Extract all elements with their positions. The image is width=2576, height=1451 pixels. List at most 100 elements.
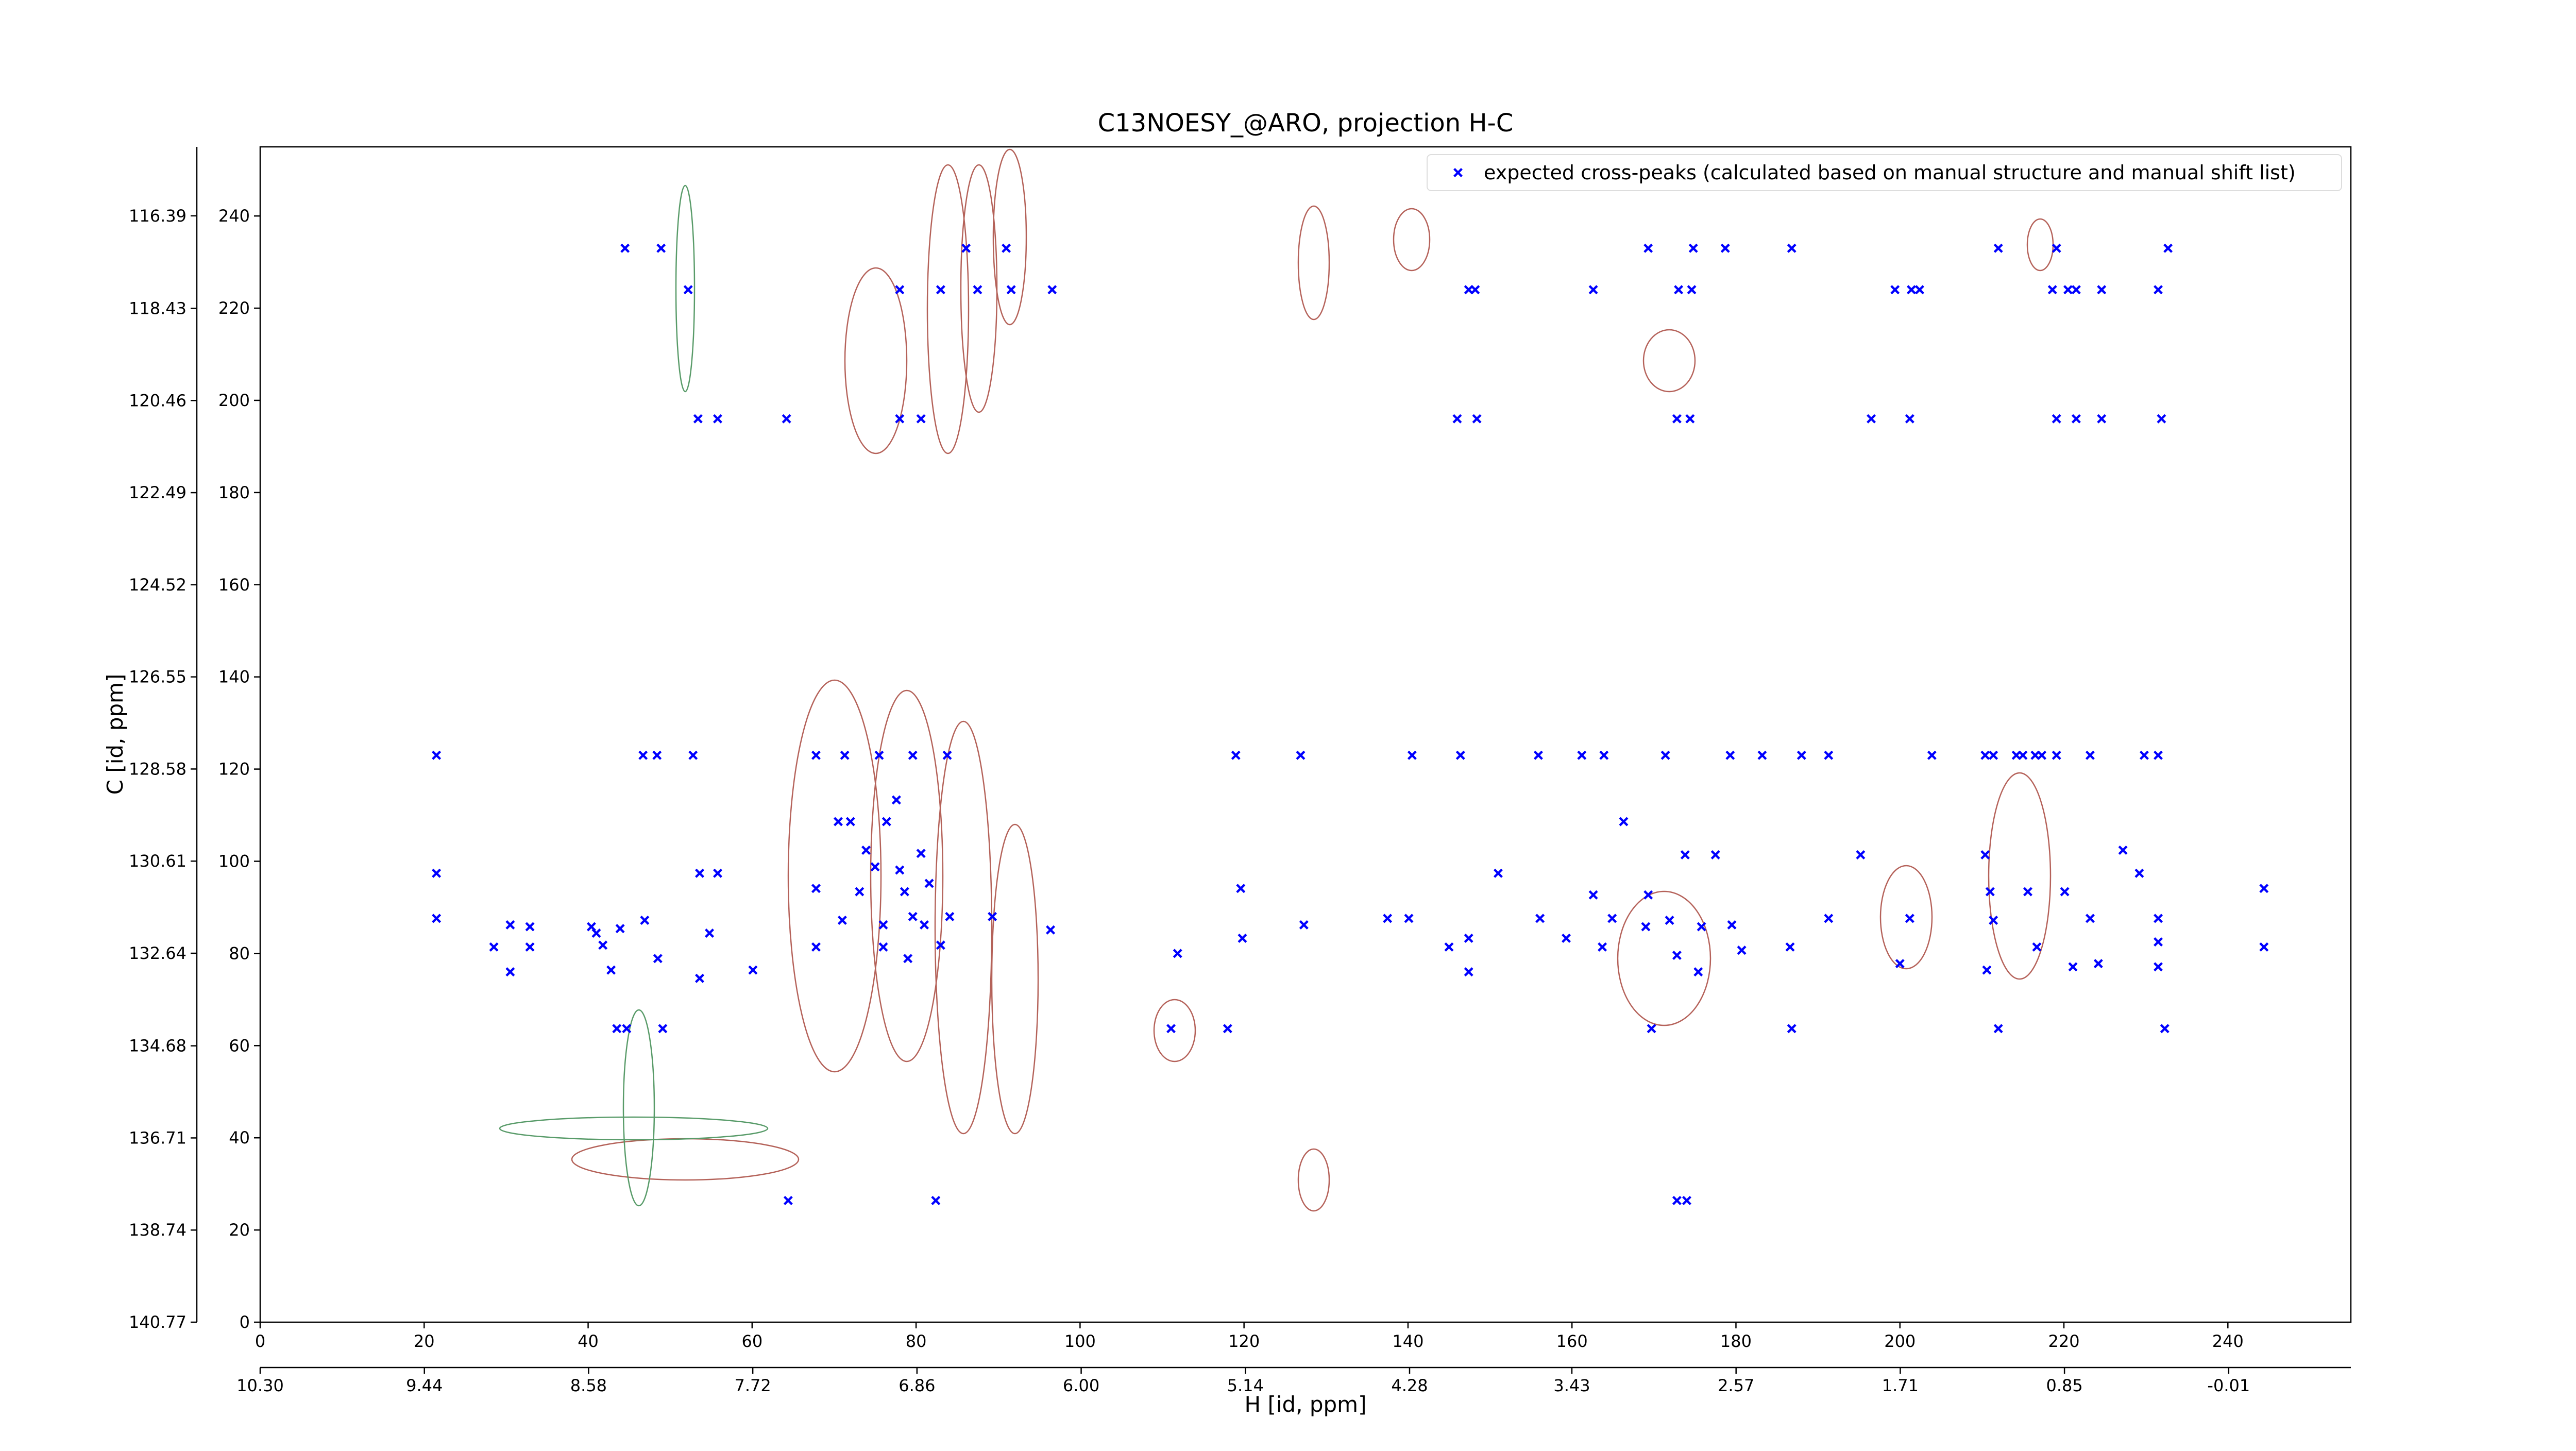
x-tick-label: 120 (1228, 1331, 1260, 1351)
x-tick-label: 240 (2212, 1331, 2244, 1351)
cross-peak (1797, 750, 1806, 760)
x-tick-label: 0 (255, 1331, 265, 1351)
contour (934, 720, 993, 1135)
cross-peak (936, 940, 945, 950)
cross-peak (1455, 750, 1465, 760)
cross-peak (973, 285, 982, 295)
cross-peak (1907, 285, 1917, 295)
cross-peak (1464, 285, 1473, 295)
cross-peak (694, 868, 704, 878)
cross-peak (1407, 750, 1417, 760)
y-tick-label: 120 (218, 760, 250, 779)
chart-title: C13NOESY_@ARO, projection H-C (1098, 109, 1514, 138)
cross-peak (2154, 962, 2163, 972)
legend-box (1427, 154, 2342, 191)
cross-peak (1710, 850, 1720, 859)
cross-peak (489, 942, 499, 952)
x2-tick-label: 6.00 (1063, 1376, 1099, 1395)
cross-peak (1299, 920, 1309, 930)
cross-peak (1588, 890, 1598, 900)
cross-peak (1757, 750, 1767, 760)
cross-peak (1672, 950, 1682, 960)
contour (675, 184, 696, 393)
plot-frame (259, 146, 2352, 1323)
cross-peak (961, 243, 971, 253)
x-tick-label: 40 (578, 1331, 599, 1351)
cross-peak (2071, 414, 2081, 424)
cross-peak (845, 817, 855, 826)
y2-tick-label: 128.58 (129, 759, 187, 779)
cross-peak (1687, 285, 1697, 295)
cross-peak (505, 920, 515, 930)
y2-tick-label: 136.71 (129, 1128, 187, 1148)
contour (787, 679, 882, 1073)
cross-peak (1674, 285, 1684, 295)
cross-peak (1989, 750, 1998, 760)
cross-peak (837, 915, 847, 925)
cross-peak (432, 914, 442, 923)
cross-peak (1619, 817, 1629, 826)
cross-peak (1647, 1024, 1656, 1034)
cross-peak (878, 942, 888, 952)
cross-peak (1856, 850, 1866, 859)
cross-peak (1824, 914, 1834, 923)
cross-peak (840, 750, 850, 760)
y2-tick-label: 116.39 (129, 206, 187, 226)
y2-tick-label: 118.43 (129, 299, 187, 318)
cross-peak (870, 862, 880, 872)
contour (992, 148, 1027, 326)
cross-peak (1533, 750, 1543, 760)
x2-tick-label: 10.30 (236, 1376, 284, 1395)
cross-peak (1914, 285, 1924, 295)
cross-peak (612, 1024, 622, 1034)
cross-peak (2052, 414, 2061, 424)
y-tick-label: 180 (218, 483, 250, 502)
cross-peak (1895, 959, 1905, 969)
cross-peak (1404, 914, 1414, 923)
cross-peak (1697, 922, 1706, 932)
contour (1297, 1148, 1330, 1212)
y-tick-label: 240 (218, 206, 250, 226)
cross-peak (705, 929, 715, 938)
cross-peak (1231, 750, 1241, 760)
y-tick-label: 100 (218, 851, 250, 871)
x-tick-label: 20 (414, 1331, 435, 1351)
cross-peak (2071, 285, 2081, 295)
x2-tick-label: 0.85 (2046, 1376, 2082, 1395)
contour (1879, 865, 1933, 970)
cross-peak (1787, 243, 1797, 253)
cross-peak (1725, 750, 1735, 760)
y2-tick-label: 122.49 (129, 483, 187, 502)
cross-peak (988, 912, 997, 921)
cross-peak (2085, 914, 2095, 923)
cross-peak (782, 414, 791, 424)
x-tick-label: 80 (906, 1331, 927, 1351)
cross-peak (1588, 285, 1598, 295)
cross-peak (811, 750, 821, 760)
cross-peak (1464, 933, 1473, 943)
cross-peak (1641, 922, 1651, 932)
contour (622, 1009, 655, 1207)
contour (1393, 208, 1431, 272)
cross-peak (1993, 1024, 2003, 1034)
cross-peak (2030, 750, 2040, 760)
contour (1988, 772, 2052, 980)
contour (499, 1116, 769, 1141)
cross-peak (920, 920, 929, 930)
y2-tick-label: 120.46 (129, 391, 187, 410)
cross-peak (878, 920, 888, 930)
y2-tick-label: 134.68 (129, 1036, 187, 1056)
x2-tick-label: 9.44 (406, 1376, 443, 1395)
contours (499, 148, 2054, 1212)
cross-peak (2063, 285, 2073, 295)
cross-peak (2068, 962, 2078, 972)
cross-peak (874, 750, 884, 760)
x2-tick-label: 8.58 (570, 1376, 607, 1395)
contour (844, 267, 908, 454)
x-axis-label: H [id, ppm] (1245, 1392, 1367, 1417)
cross-peak (895, 865, 905, 875)
cross-peak (1383, 914, 1393, 923)
cross-peak (1927, 750, 1937, 760)
x2-tick-label: 6.86 (899, 1376, 935, 1395)
contour (926, 164, 970, 454)
